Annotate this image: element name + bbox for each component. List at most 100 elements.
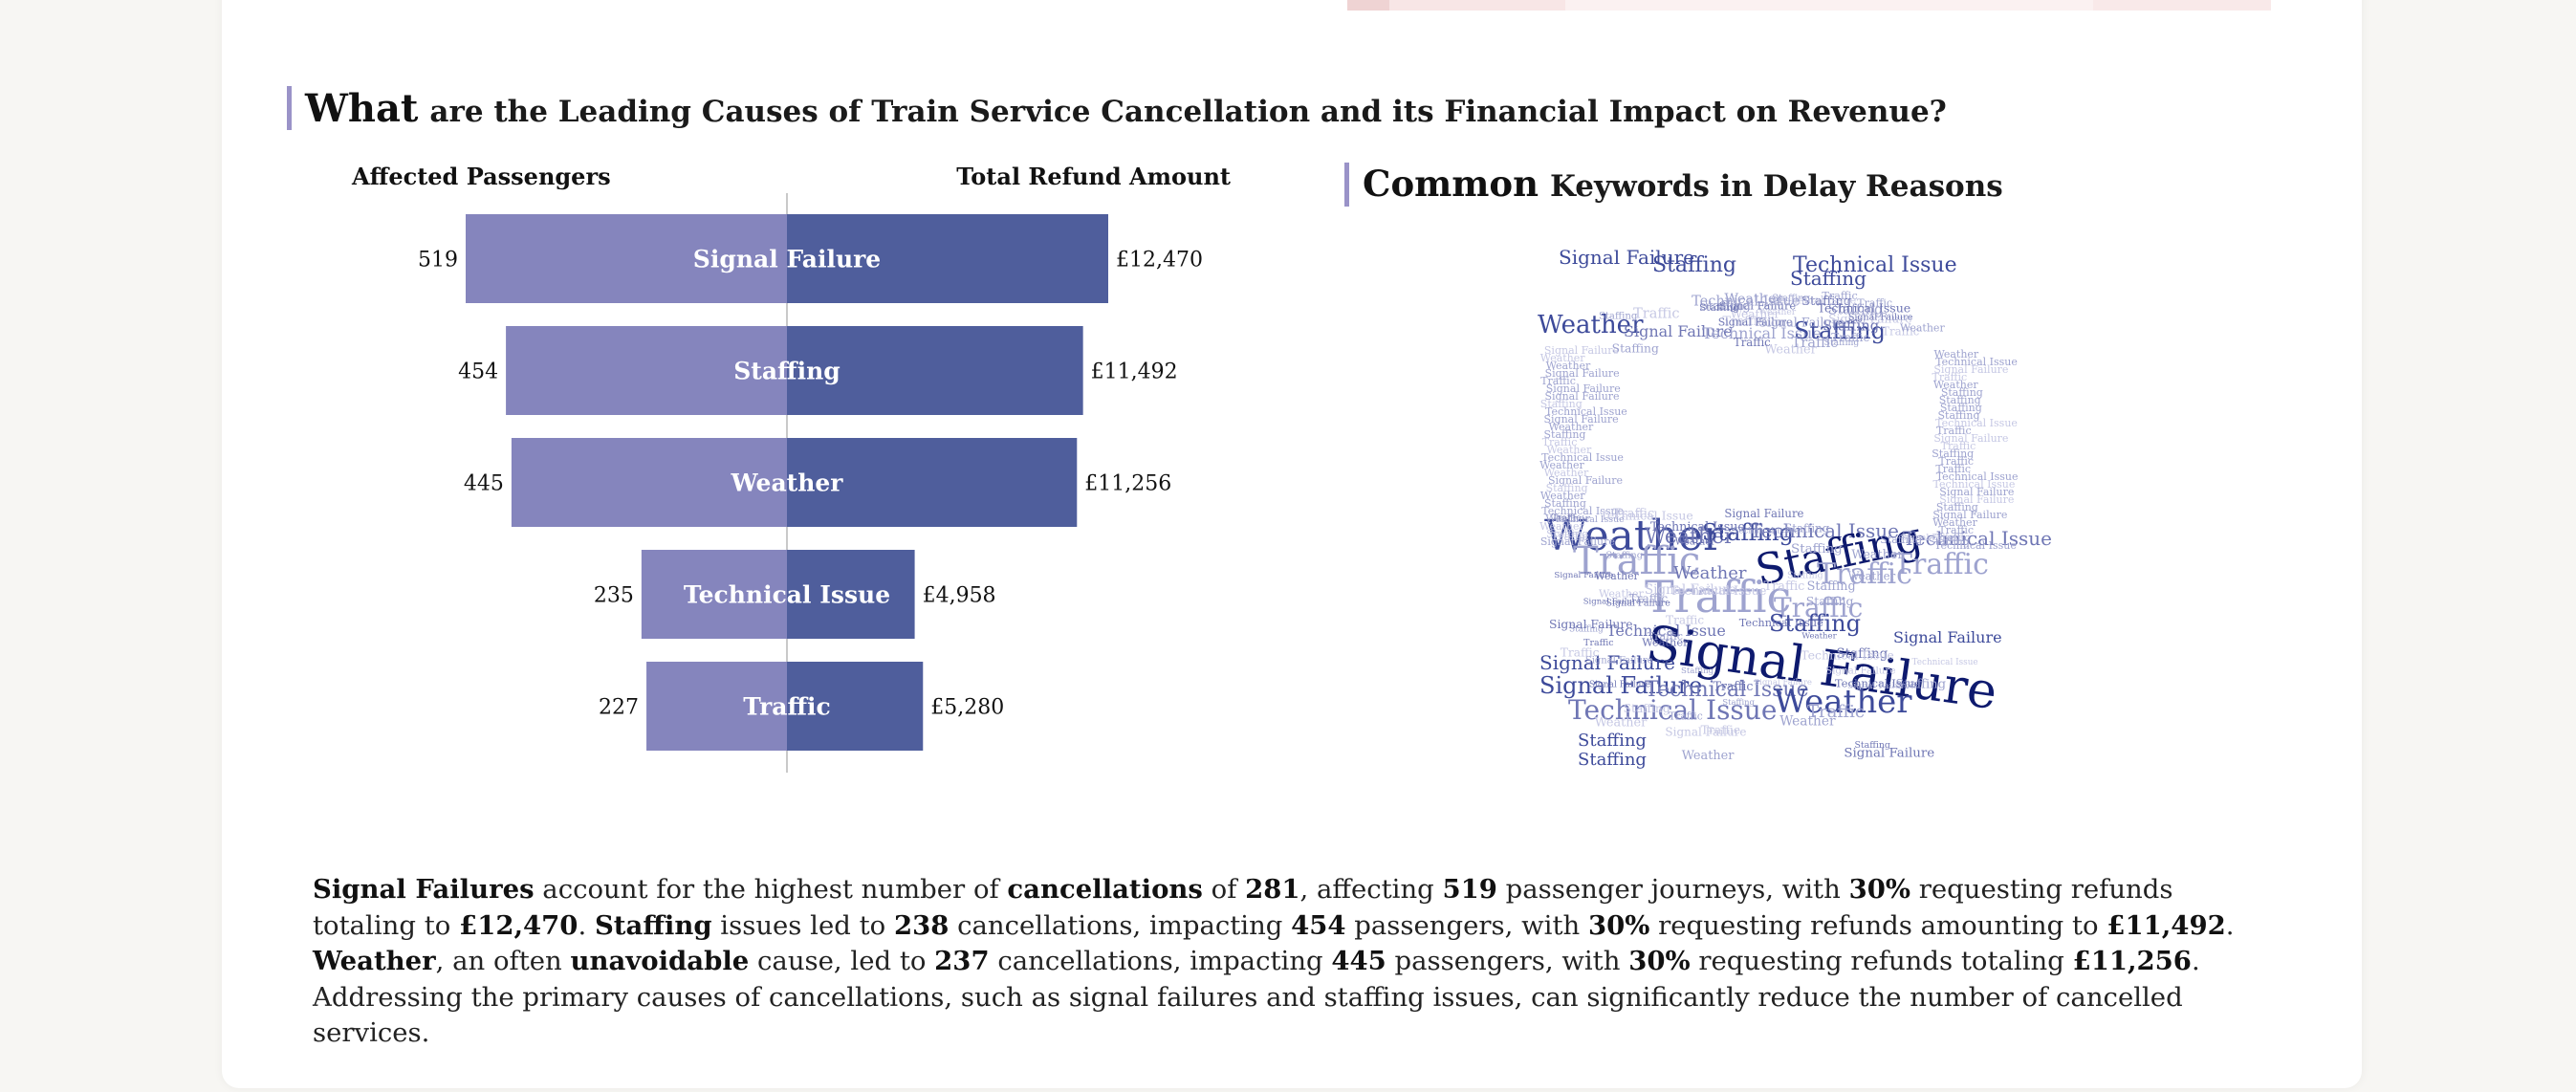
wordcloud-word: Traffic xyxy=(1893,548,1989,581)
summary-segment: requesting refunds amounting to xyxy=(1649,909,2107,941)
summary-segment: cancellations xyxy=(1007,874,1203,905)
wordcloud-word: Signal Failure xyxy=(1933,432,2008,445)
wordcloud-word: Staffing xyxy=(1929,535,1970,548)
summary-segment: issues led to xyxy=(711,909,894,941)
wordcloud-word: Weather xyxy=(1758,308,1796,317)
top-strip-segment xyxy=(2093,0,2271,11)
wordcloud-word: Weather xyxy=(1900,322,1945,335)
wordcloud-word: Traffic xyxy=(1613,507,1654,521)
wordcloud-word: Staffing xyxy=(1578,731,1647,751)
top-strip-segment xyxy=(1389,0,1565,11)
wordcloud-word: Signal Failure xyxy=(1828,312,1911,325)
wordcloud-word: Traffic xyxy=(1645,571,1791,622)
wordcloud-word: Signal Failure xyxy=(1719,298,1797,312)
summary-segment: 30% xyxy=(1587,909,1650,941)
refund-value-label: £11,256 xyxy=(1084,472,1171,496)
wordcloud-word: Traffic xyxy=(1857,297,1892,310)
summary-segment: 237 xyxy=(934,946,990,976)
wordcloud-word: Staffing xyxy=(1546,482,1588,494)
wordcloud-word: Signal Failure xyxy=(1718,317,1793,329)
wordcloud-word: Technical Issue xyxy=(1835,677,1921,690)
category-label: Staffing xyxy=(733,358,840,385)
top-strip-segment xyxy=(1917,0,2093,11)
section-title-lead: What xyxy=(305,86,419,131)
refund-value-label: £12,470 xyxy=(1116,249,1203,273)
wordcloud-word: Staffing xyxy=(1824,338,1860,348)
passengers-value-label: 519 xyxy=(418,249,458,273)
wordcloud-word: Traffic xyxy=(1701,723,1740,736)
passengers-bar xyxy=(646,662,787,751)
summary-segment: £11,256 xyxy=(2072,946,2192,976)
wordcloud-word: Weather xyxy=(1546,360,1591,372)
wordcloud-word: Traffic xyxy=(1551,530,1589,543)
wordcloud-word: Signal Failure xyxy=(1540,535,1615,548)
wordcloud-word: Staffing xyxy=(1794,317,1886,344)
wordcloud-word: Signal Failure xyxy=(1546,382,1621,395)
wordcloud-word: Traffic xyxy=(1936,425,1972,437)
wordcloud-word: Weather xyxy=(1682,749,1736,763)
wordcloud-word: Technical Issue xyxy=(1702,324,1822,342)
wordcloud-word: Staffing xyxy=(1940,402,1982,414)
summary-segment: , an often xyxy=(435,946,571,976)
wordcloud-word: Technical Issue xyxy=(1541,505,1624,517)
summary-segment: unavoidable xyxy=(570,946,750,976)
right-axis-header: Total Refund Amount xyxy=(956,163,1231,190)
summary-segment: Weather xyxy=(313,946,436,976)
wordcloud-word: Signal Failure xyxy=(1645,582,1736,598)
summary-segment: passenger journeys, with xyxy=(1496,874,1849,905)
wordcloud-word: Staffing xyxy=(1605,551,1643,561)
wordcloud-word: Weather xyxy=(1675,536,1716,547)
wordcloud-word: Traffic xyxy=(1648,630,1683,643)
wordcloud-word: Signal Failure xyxy=(1605,599,1670,609)
wordcloud-word: Signal Failure xyxy=(1724,507,1803,520)
wordcloud-word: Technical Issue xyxy=(1933,478,2016,491)
wordcloud-word: Signal Failure xyxy=(1554,571,1613,580)
wordcloud-word: Signal Failure xyxy=(1539,672,1702,699)
wordcloud-word: Weather xyxy=(1673,563,1747,583)
wordcloud-word: Staffing xyxy=(1578,750,1647,770)
wordcloud-word: Weather xyxy=(1595,570,1640,582)
wordcloud-word: Weather xyxy=(1801,632,1837,642)
category-label: Traffic xyxy=(743,693,830,721)
top-strip-segment xyxy=(1347,0,1389,11)
left-axis-header: Affected Passengers xyxy=(352,163,611,190)
summary-segment: account for the highest number of xyxy=(534,874,1008,905)
wordcloud-word: Staffing xyxy=(1544,497,1586,510)
wordcloud-word: Signal Failure xyxy=(1539,651,1675,674)
wordcloud-word: Staffing xyxy=(1624,702,1670,715)
wordcloud-word: Weather xyxy=(1549,421,1594,433)
wordcloud-word: Traffic xyxy=(1629,592,1669,605)
wordcloud-word: Weather xyxy=(1540,490,1585,502)
wordcloud-word: Signal Failure xyxy=(1754,678,1812,688)
summary-segment: . Addressing the primary causes of cance… xyxy=(313,946,2200,1048)
summary-segment: 30% xyxy=(1628,946,1691,976)
wordcloud-word: Traffic xyxy=(1792,335,1839,351)
wordcloud-word: Weather xyxy=(1851,548,1904,562)
refund-bar xyxy=(787,326,1083,415)
wordcloud-word: Traffic xyxy=(1542,436,1578,448)
wordcloud-word: Staffing xyxy=(1790,267,1867,290)
passengers-value-label: 445 xyxy=(464,472,504,496)
top-strip-segment xyxy=(1565,0,1741,11)
wordcloud-word: Staffing xyxy=(1807,579,1856,594)
wordcloud-word: Weather xyxy=(1724,292,1782,307)
wordcloud-word: Weather xyxy=(1764,342,1817,357)
wordcloud-word: Weather xyxy=(1544,467,1589,479)
category-label: Signal Failure xyxy=(693,246,881,273)
wordcloud-word: Signal Failure xyxy=(1893,628,2002,646)
wordcloud-word: Signal Failure xyxy=(1624,322,1733,340)
wordcloud-word: Traffic xyxy=(1552,514,1581,524)
summary-segment: 519 xyxy=(1442,874,1497,905)
summary-segment: . xyxy=(578,909,595,941)
wordcloud-word: Technical Issue xyxy=(1935,356,2018,368)
wordcloud-word: Technical Issue xyxy=(1772,293,1857,306)
wordcloud-word: Traffic xyxy=(1561,646,1600,660)
wordcloud-word: Signal Failure xyxy=(1545,367,1620,380)
wordcloud-word: Staffing xyxy=(1612,341,1659,355)
wordcloud-word: Signal Failure xyxy=(1901,533,1964,543)
wordcloud-word: Technical Issue xyxy=(1801,648,1894,663)
summary-paragraph: Signal Failures account for the highest … xyxy=(313,872,2273,1052)
wordcloud-word: Weather xyxy=(1774,683,1912,721)
summary-segment: £12,470 xyxy=(459,909,579,941)
wordcloud-word: Signal Failure xyxy=(1847,681,1910,691)
